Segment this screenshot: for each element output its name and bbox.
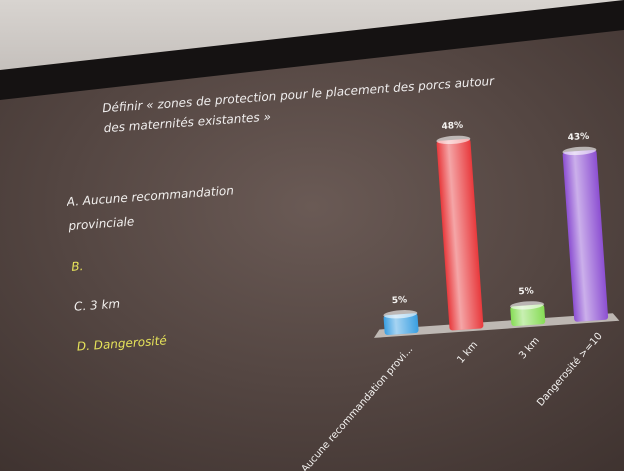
options: A. Aucune recommandation provincialeB.C.… [66, 183, 234, 353]
bar-top [383, 310, 418, 319]
bar-top [562, 146, 597, 156]
value-label: 43% [567, 132, 589, 143]
bar-shine [562, 149, 609, 322]
bar-shine [436, 138, 484, 331]
bar-shine [510, 304, 546, 327]
value-label: 48% [441, 121, 463, 132]
bar-top [436, 135, 471, 145]
value-label: 5% [391, 295, 407, 306]
value-label: 5% [518, 286, 534, 297]
floor [373, 313, 620, 338]
bar-shine [383, 313, 419, 335]
bar-top [510, 301, 545, 310]
